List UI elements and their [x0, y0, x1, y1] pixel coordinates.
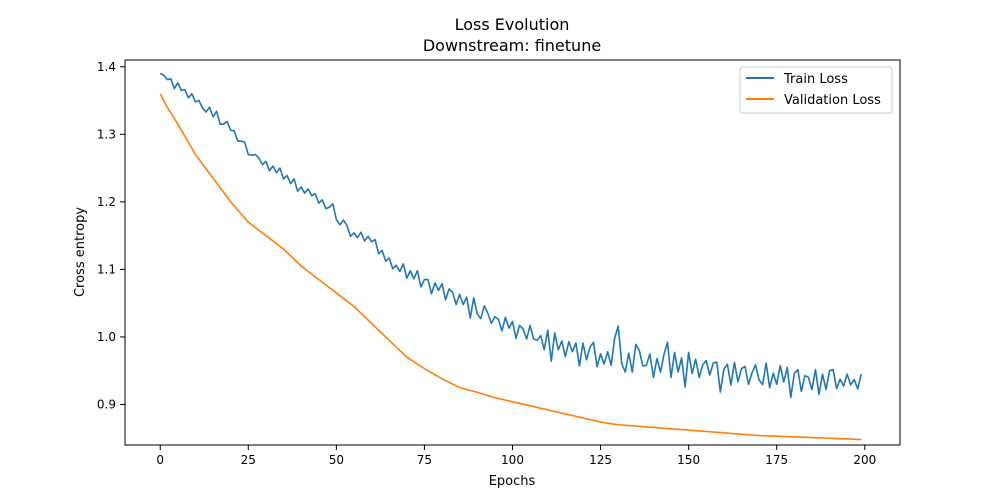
x-tick-label: 150 — [677, 453, 700, 467]
y-tick-label: 1.1 — [97, 262, 116, 276]
x-tick-label: 100 — [501, 453, 524, 467]
x-tick-label: 25 — [241, 453, 256, 467]
x-tick-label: 175 — [765, 453, 788, 467]
x-axis: 0 25 50 75 100 125 150 175 200 — [156, 445, 876, 467]
legend-label-validation-loss: Validation Loss — [784, 93, 881, 108]
y-axis: 0.9 1.0 1.1 1.2 1.3 1.4 — [97, 60, 125, 411]
y-tick-label: 1.2 — [97, 195, 116, 209]
y-tick-label: 1.4 — [97, 60, 116, 74]
legend-label-train-loss: Train Loss — [783, 72, 848, 87]
series-line-train-loss — [159, 72, 863, 399]
plot-area — [159, 72, 863, 441]
y-tick-label: 0.9 — [97, 397, 116, 411]
legend-box — [739, 66, 893, 114]
series-line-validation-loss — [159, 93, 862, 441]
plot-frame — [124, 59, 901, 446]
y-tick-label: 1.0 — [97, 330, 116, 344]
x-tick-label: 200 — [853, 453, 876, 467]
x-tick-label: 125 — [589, 453, 612, 467]
x-tick-label: 0 — [156, 453, 164, 467]
x-tick-label: 50 — [329, 453, 344, 467]
legend: Train Loss Validation Loss — [739, 66, 893, 114]
y-tick-label: 1.3 — [97, 127, 116, 141]
chart-subtitle: Downstream: finetune — [423, 36, 601, 55]
x-axis-label: Epochs — [489, 474, 536, 489]
y-axis-label: Cross entropy — [73, 207, 88, 297]
chart-title: Loss Evolution — [455, 15, 570, 34]
x-tick-label: 75 — [417, 453, 432, 467]
